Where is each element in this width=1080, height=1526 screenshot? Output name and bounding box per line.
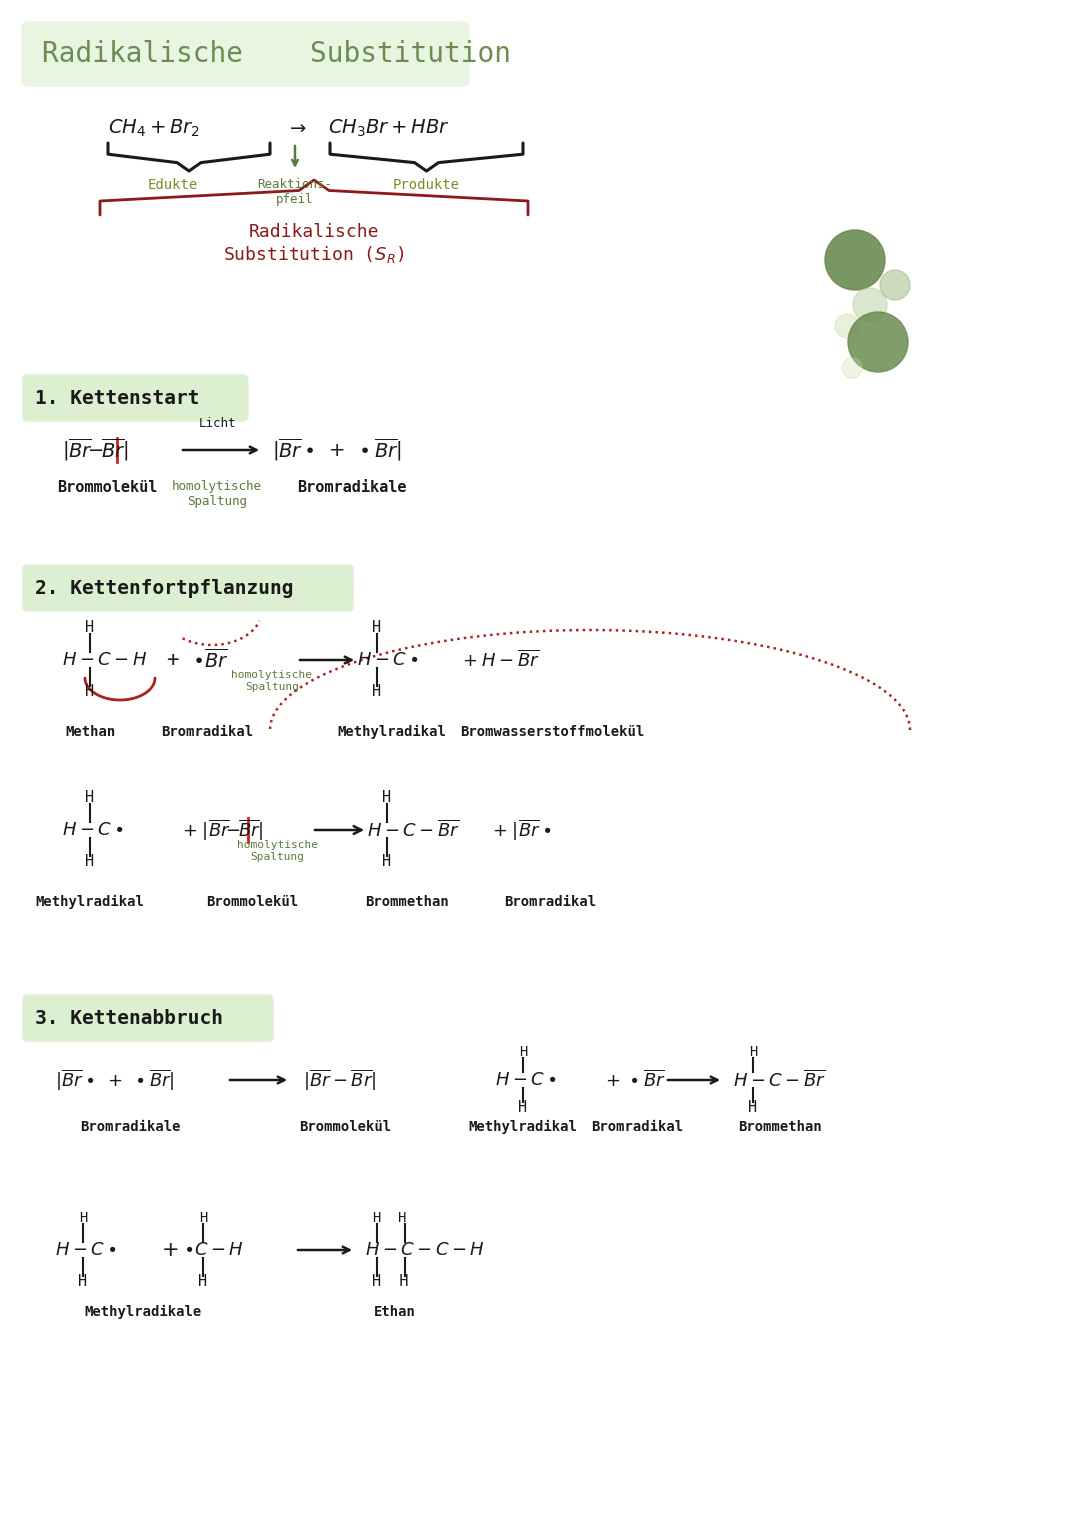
Text: H: H	[199, 1212, 207, 1225]
Text: $\rightarrow$: $\rightarrow$	[286, 118, 307, 137]
Text: $|\overline{Br}\!\!-\!\!\overline{Br}|$: $|\overline{Br}\!\!-\!\!\overline{Br}|$	[62, 436, 129, 464]
Text: $+\;|\overline{Br}\bullet$: $+\;|\overline{Br}\bullet$	[492, 818, 552, 842]
Text: $H-C\bullet$: $H-C\bullet$	[55, 1241, 117, 1259]
Text: H: H	[382, 790, 392, 806]
Text: H: H	[85, 855, 95, 870]
Text: Brommethan: Brommethan	[365, 896, 449, 909]
Text: $+\;|\overline{Br}\!\!-\!\!\overline{Br}|$: $+\;|\overline{Br}\!\!-\!\!\overline{Br}…	[183, 818, 264, 842]
Text: $\bullet\overline{Br}$: $\bullet\overline{Br}$	[192, 649, 229, 671]
Circle shape	[835, 314, 859, 337]
Text: Edukte: Edukte	[148, 179, 198, 192]
Text: Produkte: Produkte	[392, 179, 459, 192]
FancyBboxPatch shape	[22, 21, 469, 85]
Text: Bromradikal: Bromradikal	[161, 725, 253, 739]
Text: Methylradikal: Methylradikal	[36, 896, 145, 909]
Text: $|\overline{Br}\bullet\;+\;\bullet\overline{Br}|$: $|\overline{Br}\bullet\;+\;\bullet\overl…	[55, 1067, 175, 1093]
Text: H: H	[79, 1212, 87, 1225]
Text: H: H	[85, 685, 95, 699]
Text: Reaktions-
pfeil: Reaktions- pfeil	[257, 179, 333, 206]
Text: H: H	[373, 685, 381, 699]
Text: +: +	[165, 650, 178, 670]
Text: Brommolekül: Brommolekül	[299, 1120, 391, 1134]
Text: Radikalische    Substitution: Radikalische Substitution	[42, 40, 511, 69]
Text: H: H	[373, 621, 381, 635]
Text: H: H	[518, 1100, 527, 1116]
Text: Bromradikale: Bromradikale	[80, 1120, 180, 1134]
Text: Methylradikale: Methylradikale	[84, 1305, 202, 1318]
Text: $H-C-\overline{Br}$: $H-C-\overline{Br}$	[733, 1070, 826, 1091]
Text: Licht: Licht	[199, 417, 235, 430]
Text: H  H: H H	[372, 1274, 408, 1289]
Text: Brommolekül: Brommolekül	[206, 896, 298, 909]
Text: $CH_3Br + HBr$: $CH_3Br + HBr$	[328, 118, 450, 139]
Text: $H-C\bullet$: $H-C\bullet$	[62, 821, 124, 839]
Text: H: H	[79, 1274, 87, 1289]
Text: H: H	[518, 1045, 527, 1059]
Text: Radikalische
Substitution ($S_R$): Radikalische Substitution ($S_R$)	[224, 223, 405, 266]
Circle shape	[825, 230, 885, 290]
Text: 1. Kettenstart: 1. Kettenstart	[35, 389, 200, 407]
FancyBboxPatch shape	[23, 375, 248, 421]
FancyBboxPatch shape	[23, 565, 353, 610]
FancyBboxPatch shape	[23, 995, 273, 1041]
Text: H: H	[748, 1045, 757, 1059]
Circle shape	[848, 311, 908, 372]
Text: $+$: $+$	[161, 1241, 178, 1260]
Text: Methylradikal: Methylradikal	[469, 1120, 578, 1134]
Circle shape	[853, 288, 887, 322]
Text: H: H	[748, 1100, 757, 1116]
Text: H: H	[382, 855, 392, 870]
Text: Methan: Methan	[65, 725, 116, 739]
Text: homolytische
Spaltung: homolytische Spaltung	[172, 481, 262, 508]
Text: H  H: H H	[374, 1212, 407, 1225]
Circle shape	[880, 270, 910, 301]
Text: Brommethan: Brommethan	[738, 1120, 822, 1134]
Text: $CH_4 + Br_2$: $CH_4 + Br_2$	[108, 118, 200, 139]
Text: $+\;\bullet\overline{Br}$: $+\;\bullet\overline{Br}$	[605, 1070, 666, 1091]
Text: $+\; H-\overline{Br}$: $+\; H-\overline{Br}$	[462, 649, 540, 671]
Text: 2. Kettenfortpflanzung: 2. Kettenfortpflanzung	[35, 578, 294, 598]
Text: $H-C\bullet$: $H-C\bullet$	[495, 1071, 557, 1090]
Text: Ethan: Ethan	[374, 1305, 416, 1318]
Text: $\bullet C-H$: $\bullet C-H$	[183, 1241, 244, 1259]
Text: $|\overline{Br}-\overline{Br}|$: $|\overline{Br}-\overline{Br}|$	[303, 1067, 377, 1093]
Text: Bromwasserstoffmolekül: Bromwasserstoffmolekül	[460, 725, 644, 739]
Circle shape	[842, 359, 862, 378]
Text: Bromradikal: Bromradikal	[591, 1120, 683, 1134]
Text: $H-C-H$: $H-C-H$	[62, 652, 147, 668]
Text: 3. Kettenabbruch: 3. Kettenabbruch	[35, 1009, 222, 1027]
Text: H: H	[199, 1274, 207, 1289]
Text: Brommolekül: Brommolekül	[57, 481, 158, 494]
Text: $H-C\bullet$: $H-C\bullet$	[357, 652, 419, 668]
Text: H: H	[85, 621, 95, 635]
Text: H: H	[85, 790, 95, 806]
Text: Methylradikal: Methylradikal	[338, 725, 446, 739]
Text: Bromradikale: Bromradikale	[297, 481, 407, 494]
Text: Bromradikal: Bromradikal	[504, 896, 596, 909]
Text: $H-C-C-H$: $H-C-C-H$	[365, 1241, 485, 1259]
Text: homolytische
Spaltung: homolytische Spaltung	[237, 839, 318, 862]
Text: $|\overline{Br}\bullet\;+\;\bullet\overline{Br}|$: $|\overline{Br}\bullet\;+\;\bullet\overl…	[272, 436, 402, 464]
Text: homolytische
Spaltung: homolytische Spaltung	[231, 670, 312, 691]
Text: $H-C-\overline{Br}$: $H-C-\overline{Br}$	[367, 819, 460, 841]
